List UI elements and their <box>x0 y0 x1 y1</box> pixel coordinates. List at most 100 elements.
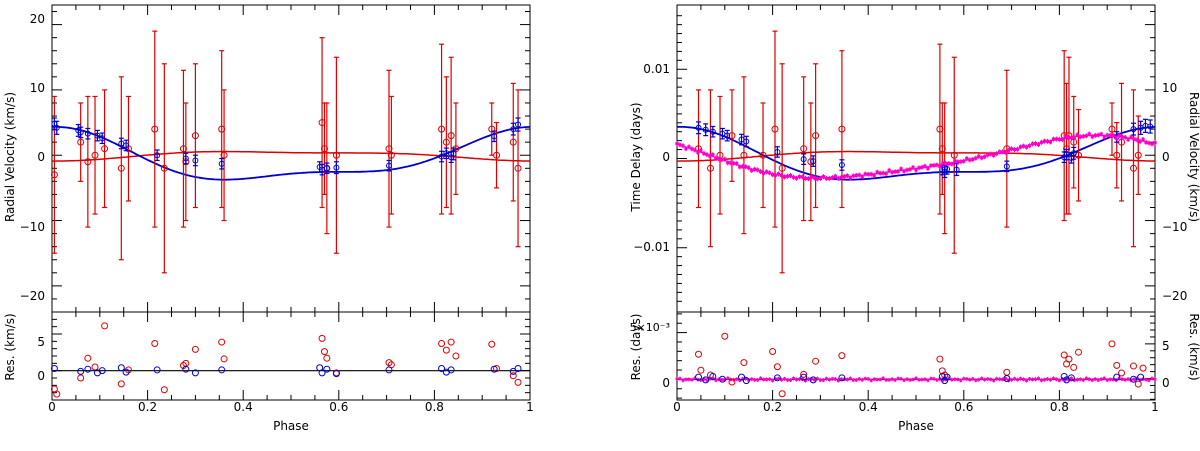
time-delay-point <box>1078 135 1082 139</box>
left-blue-residual-point <box>98 367 106 375</box>
time-delay-residual-point <box>821 378 825 382</box>
time-delay-residual-point <box>899 377 903 381</box>
time-delay-point <box>1117 134 1121 138</box>
right-res-ytick-label-left: 5×10⁻³ <box>630 321 670 334</box>
time-delay-residual-point <box>744 377 748 380</box>
left-red-residual-point <box>191 345 199 353</box>
time-delay-point <box>926 166 930 171</box>
time-delay-residual-point <box>995 377 999 381</box>
time-delay-residual-point <box>693 376 697 380</box>
left-red-rv-point <box>50 171 58 179</box>
time-delay-residual-point <box>1010 378 1013 382</box>
left-blue-rv-point <box>323 165 330 172</box>
right-xtick-label: 0.2 <box>763 400 782 414</box>
time-delay-point <box>836 176 840 181</box>
time-delay-residual-point <box>926 378 930 382</box>
left-blue-residual-point <box>191 369 199 377</box>
time-delay-point <box>977 154 981 158</box>
time-delay-residual-point <box>1126 377 1130 381</box>
time-delay-residual-point <box>1040 378 1043 382</box>
right-top-frame <box>676 4 1156 313</box>
right-xtick-label: 1 <box>1151 400 1159 414</box>
left-red-rv-point <box>447 132 455 140</box>
time-delay-residual-point <box>702 377 706 381</box>
right-red-residual-point <box>740 359 748 367</box>
time-delay-residual-point <box>1049 378 1052 382</box>
right-xlabel: Phase <box>898 419 934 433</box>
time-delay-residual-point <box>741 377 745 381</box>
time-delay-residual-point <box>1132 377 1136 381</box>
time-delay-residual-point <box>777 377 780 381</box>
time-delay-point <box>1087 132 1091 136</box>
right-res-ytick-label-right: 5 <box>1162 339 1170 353</box>
left-blue-residual-point <box>153 366 161 374</box>
time-delay-residual-point <box>977 378 981 382</box>
left-blue-residual-point <box>332 370 340 378</box>
right-red-residual-point <box>773 363 781 371</box>
time-delay-residual-point <box>998 377 1002 381</box>
right-red-rv-point <box>759 151 767 159</box>
time-delay-residual-point <box>759 376 763 380</box>
time-delay-residual-point <box>723 378 727 382</box>
right-red-residual-point <box>1075 348 1083 356</box>
time-delay-residual-point <box>684 378 688 381</box>
time-delay-residual-point <box>905 377 909 381</box>
left-blue-residual-point <box>218 366 226 374</box>
time-delay-residual-point <box>1034 377 1037 381</box>
time-delay-point <box>1072 135 1076 139</box>
left-ytick-label: −10 <box>20 220 45 234</box>
left-blue-residual-point <box>117 364 125 372</box>
right-blue-rv-point <box>953 166 960 173</box>
left-red-residual-point <box>84 354 92 362</box>
left-red-rv-point <box>488 125 496 133</box>
time-delay-residual-point <box>1120 377 1124 381</box>
time-delay-residual-point <box>938 377 942 381</box>
right-red-model-curve <box>676 150 1155 162</box>
left-red-residual-point <box>318 334 326 342</box>
time-delay-point <box>771 173 775 177</box>
right-red-rv-point <box>800 145 808 153</box>
time-delay-residual-point <box>1105 378 1109 382</box>
time-delay-point <box>1102 135 1106 139</box>
right-blue-rv-point <box>1063 151 1070 158</box>
left-top-frame <box>51 4 531 313</box>
time-delay-point <box>788 173 793 178</box>
right-ytick-label-left: 0.01 <box>643 62 670 76</box>
right-blue-residual-point <box>941 377 949 385</box>
time-delay-residual-point <box>851 378 855 382</box>
time-delay-residual-point <box>807 377 810 381</box>
time-delay-residual-point <box>816 377 819 381</box>
time-delay-point <box>872 173 876 178</box>
time-delay-residual-point <box>878 378 882 381</box>
time-delay-point <box>687 145 691 149</box>
time-delay-point <box>845 174 849 178</box>
time-delay-residual-point <box>833 377 837 381</box>
right-red-residual-point <box>695 350 703 358</box>
time-delay-point <box>833 174 837 178</box>
time-delay-point <box>821 174 825 179</box>
time-delay-residual-point <box>789 378 792 382</box>
right-blue-rv-point <box>1147 123 1154 130</box>
time-delay-point <box>735 161 739 166</box>
time-delay-residual-point <box>780 378 783 382</box>
time-delay-point <box>953 159 957 163</box>
time-delay-residual-point <box>962 377 966 381</box>
time-delay-residual-point <box>1052 377 1055 380</box>
time-delay-residual-point <box>753 378 757 382</box>
time-delay-point <box>989 152 993 156</box>
time-delay-residual-point <box>801 377 804 381</box>
time-delay-residual-point <box>947 376 951 380</box>
right-blue-residual-point <box>718 375 726 383</box>
left-blue-residual-point <box>318 369 326 377</box>
right-blue-residual-point <box>809 376 817 384</box>
left-blue-rv-point <box>515 121 522 128</box>
time-delay-residual-point <box>1016 378 1019 382</box>
time-delay-point <box>911 165 915 170</box>
left-red-rv-point <box>509 138 517 146</box>
left-red-rv-point <box>385 145 393 153</box>
right-red-residual-point <box>1129 362 1137 370</box>
time-delay-residual-point <box>848 376 852 380</box>
time-delay-residual-point <box>896 377 900 380</box>
left-red-residual-point <box>452 352 460 360</box>
left-red-rv-point <box>387 151 395 159</box>
